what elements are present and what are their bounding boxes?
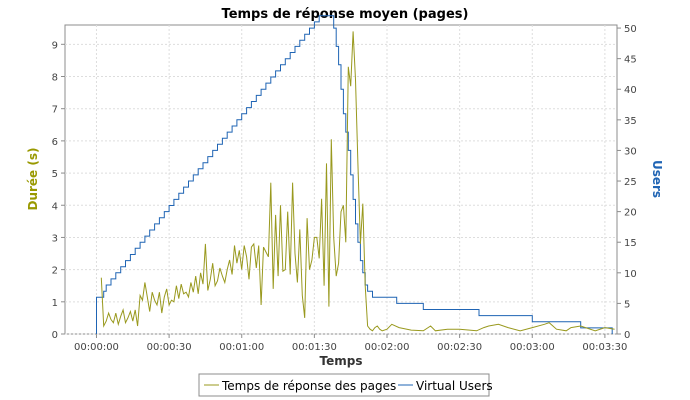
y-axis-left-label: Durée (s) (26, 148, 40, 211)
y-right-tick-label: 30 (624, 146, 637, 157)
y-axis-right: 0 5 10 15 20 25 30 35 40 45 50 (617, 24, 637, 341)
y-left-tick-label: 8 (52, 73, 58, 84)
x-axis-label: Temps (320, 354, 363, 368)
x-tick-label: 00:02:00 (365, 342, 410, 353)
series-line-response-time (100, 31, 615, 332)
y-left-tick-label: 9 (52, 40, 58, 51)
y-left-tick-label: 3 (52, 233, 58, 244)
y-right-tick-label: 20 (624, 208, 637, 219)
x-tick-label: 00:01:30 (292, 342, 337, 353)
legend-label-response: Temps de réponse des pages (221, 379, 396, 393)
y-right-tick-label: 50 (624, 24, 637, 35)
legend-label-users: Virtual Users (416, 379, 493, 393)
x-tick-label: 00:03:00 (510, 342, 555, 353)
y-left-tick-label: 2 (52, 266, 58, 277)
y-right-tick-label: 5 (624, 299, 630, 310)
chart-title: Temps de réponse moyen (pages) (222, 7, 469, 22)
y-left-tick-label: 5 (52, 169, 58, 180)
y-left-tick-label: 6 (52, 137, 58, 148)
x-tick-label: 00:01:00 (219, 342, 264, 353)
y-axis-right-label: Users (650, 160, 664, 198)
y-right-tick-label: 15 (624, 238, 637, 249)
grid (65, 25, 617, 335)
y-right-tick-label: 10 (624, 269, 637, 280)
y-left-tick-label: 4 (52, 201, 58, 212)
legend-box (198, 373, 490, 397)
legend: Temps de réponse des pages Virtual Users (198, 373, 493, 397)
x-tick-label: 00:03:30 (582, 342, 627, 353)
y-right-tick-label: 35 (624, 116, 637, 127)
y-right-tick-label: 40 (624, 85, 637, 96)
y-axis-left: 0 1 2 3 4 5 6 7 8 9 (52, 40, 65, 341)
x-tick-label: 00:00:00 (74, 342, 119, 353)
y-left-tick-label: 0 (52, 330, 58, 341)
series-layer (96, 15, 615, 334)
x-axis: 00:00:00 00:00:30 00:01:00 00:01:30 00:02:00… (74, 334, 627, 353)
x-tick-label: 00:02:30 (437, 342, 482, 353)
y-left-tick-label: 7 (52, 105, 58, 116)
series-line-virtual-users (96, 15, 613, 334)
y-right-tick-label: 45 (624, 55, 637, 66)
x-tick-label: 00:00:30 (147, 342, 192, 353)
y-right-tick-label: 25 (624, 177, 637, 188)
y-right-tick-label: 0 (624, 330, 630, 341)
y-left-tick-label: 1 (52, 298, 58, 309)
